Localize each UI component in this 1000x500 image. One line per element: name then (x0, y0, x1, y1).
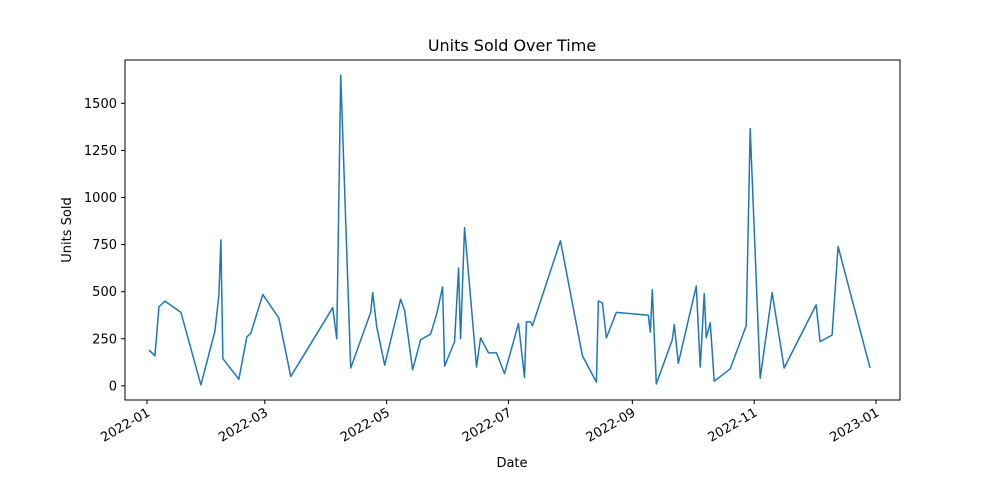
y-axis-label: Units Sold (60, 197, 75, 262)
y-tick-label: 0 (109, 379, 117, 394)
plot-frame (124, 59, 901, 401)
y-tick-label: 250 (92, 332, 117, 347)
chart-title: Units Sold Over Time (428, 36, 596, 55)
x-axis-label: Date (496, 456, 527, 471)
y-tick-label: 500 (92, 285, 117, 300)
y-tick-label: 1250 (84, 144, 117, 159)
y-tick-label: 750 (92, 238, 117, 253)
y-tick-label: 1500 (84, 97, 117, 112)
y-axis: 0 250 500 750 1000 1250 1500 (84, 97, 125, 394)
data-layer (148, 74, 871, 386)
y-tick-label: 1000 (84, 191, 117, 206)
